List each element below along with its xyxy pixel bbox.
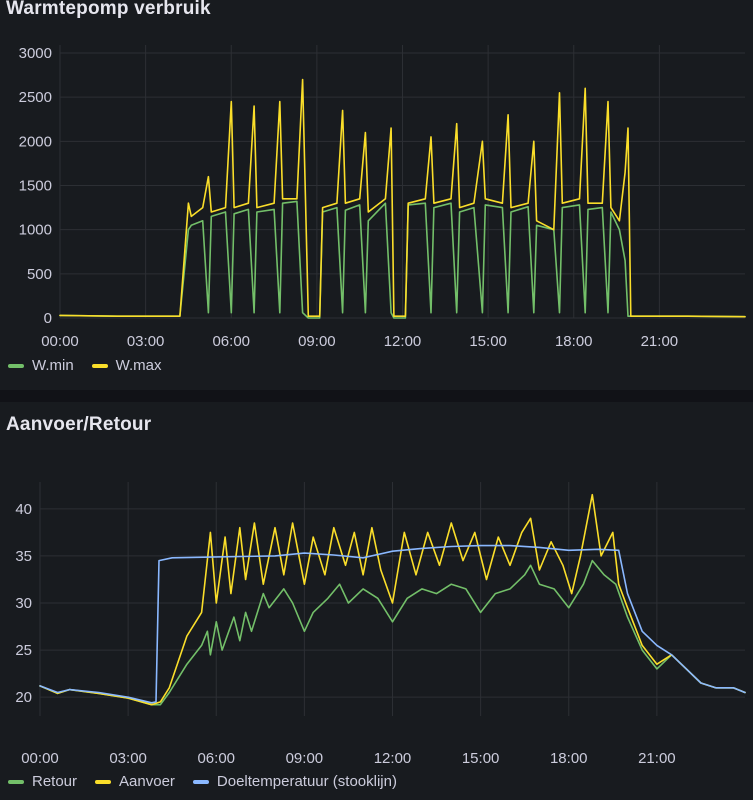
x-tick-label: 12:00 xyxy=(374,750,412,767)
legend-item-retour[interactable]: Retour xyxy=(8,773,77,790)
x-tick-label: 21:00 xyxy=(641,333,679,350)
x-tick-label: 03:00 xyxy=(109,750,147,767)
y-tick-label: 40 xyxy=(15,501,32,518)
legend-label: W.min xyxy=(32,357,74,374)
x-tick-label: 09:00 xyxy=(298,333,336,350)
legend-swatch xyxy=(91,363,108,368)
legend-label: Retour xyxy=(32,773,78,790)
y-tick-label: 2000 xyxy=(19,133,52,150)
temperature-legend: Retour Aanvoer Doeltemperatuur (stooklij… xyxy=(8,773,397,790)
panel-divider xyxy=(0,390,753,402)
panel-title: Warmtepomp verbruik xyxy=(6,0,211,19)
y-tick-label: 20 xyxy=(15,689,32,706)
y-tick-label: 500 xyxy=(27,266,52,283)
y-tick-label: 3000 xyxy=(19,45,52,62)
y-tick-label: 0 xyxy=(44,310,52,327)
y-tick-label: 25 xyxy=(15,642,32,659)
series-line-doeltemperatuur-stooklijn[interactable] xyxy=(39,544,746,704)
x-tick-label: 18:00 xyxy=(555,333,593,350)
y-tick-label: 2500 xyxy=(19,89,52,106)
y-tick-label: 1000 xyxy=(19,222,52,239)
x-tick-label: 15:00 xyxy=(462,750,500,767)
x-tick-label: 09:00 xyxy=(286,750,324,767)
legend-item-aanvoer[interactable]: Aanvoer xyxy=(95,773,175,790)
y-tick-label: 35 xyxy=(15,548,32,565)
legend-label: Aanvoer xyxy=(119,773,175,790)
legend-swatch xyxy=(8,779,24,784)
legend-item-doeltemperatuur[interactable]: Doeltemperatuur (stooklijn) xyxy=(192,773,397,790)
x-tick-label: 18:00 xyxy=(550,750,588,767)
temperature-chart: 20 25 30 35 40 00:00 03:00 06:00 09:00 12:00 15:00… xyxy=(15,482,746,767)
temperature-panel: Aanvoer/Retour 20 25 30 35 40 00:00 03:00 06:00… xyxy=(0,402,753,800)
x-tick-label: 00:00 xyxy=(21,750,59,767)
power-panel: Warmtepomp verbruik 0 500 1000 1500 2000 2500… xyxy=(0,0,753,390)
power-legend: W.min W.max xyxy=(8,357,162,374)
x-tick-label: 00:00 xyxy=(41,333,79,350)
x-tick-label: 21:00 xyxy=(638,750,676,767)
legend-item-wmax[interactable]: W.max xyxy=(91,357,162,374)
panel-title: Aanvoer/Retour xyxy=(6,414,152,435)
series-line-w-max[interactable] xyxy=(59,78,746,318)
x-tick-label: 03:00 xyxy=(127,333,165,350)
x-tick-label: 12:00 xyxy=(384,333,422,350)
x-tick-label: 15:00 xyxy=(469,333,507,350)
series-line-aanvoer[interactable] xyxy=(39,493,746,706)
legend-swatch xyxy=(95,779,112,784)
legend-label: Doeltemperatuur (stooklijn) xyxy=(216,773,397,790)
legend-swatch xyxy=(8,363,24,368)
series-line-w-min[interactable] xyxy=(59,200,746,319)
y-tick-label: 1500 xyxy=(19,178,52,195)
series-line-retour[interactable] xyxy=(39,559,746,706)
y-tick-label: 30 xyxy=(15,595,32,612)
legend-label: W.max xyxy=(115,357,162,374)
x-tick-label: 06:00 xyxy=(212,333,250,350)
power-chart: 0 500 1000 1500 2000 2500 3000 00:00 03:00 06:00 0… xyxy=(19,45,746,350)
legend-item-wmin[interactable]: W.min xyxy=(8,357,74,374)
x-tick-label: 06:00 xyxy=(197,750,235,767)
legend-swatch xyxy=(192,779,209,784)
